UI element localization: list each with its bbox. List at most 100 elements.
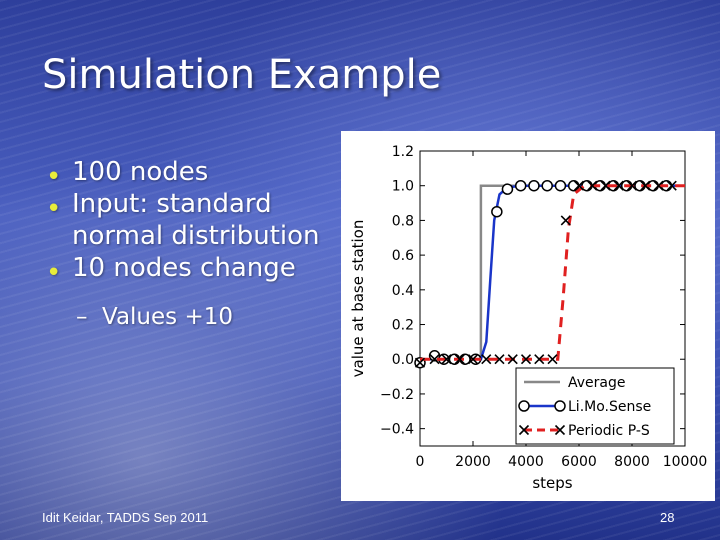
x-marker-stroke [441,354,452,365]
x-marker-stroke [640,180,651,191]
x-marker [494,354,505,365]
y-tick-label: 0.4 [392,283,414,299]
circle-marker [567,179,580,192]
x-marker [613,180,624,191]
legend-label: Periodic P-S [568,423,650,439]
x-tick-label: 2000 [455,454,491,470]
line-chart: 1.2 1.0 0.8 0.6 0.4 0.2 0.0 −0.2 −0.40 2000 4000 60… [349,144,708,492]
y-tick-label: −0.2 [380,387,414,403]
x-marker-stroke [613,180,624,191]
x-marker-stroke [554,424,566,436]
y-tick-label: 0.6 [392,248,414,264]
x-marker-stroke [653,180,664,191]
x-marker-stroke [494,354,505,365]
x-marker [518,424,530,436]
legend-entry: Average [524,375,626,391]
y-tick-label: 1.0 [392,179,414,195]
series-line [420,184,685,361]
x-marker [454,354,465,365]
circle-marker [501,183,514,195]
circle-marker [541,179,553,192]
circle-marker [554,400,566,412]
x-marker [441,354,452,365]
circle-marker [518,400,530,412]
x-tick-label: 8000 [614,454,650,470]
x-marker [626,180,638,191]
series-line [420,184,685,361]
plot-frame [419,150,686,447]
x-marker [534,354,545,365]
x-marker-stroke [626,180,638,191]
x-marker [587,180,598,191]
x-marker-stroke [587,180,598,191]
bullet-dot-icon: • [46,162,62,192]
bullet-text: 10 nodes change [72,253,296,283]
x-marker-stroke [518,424,530,436]
y-axis-label: value at base station [349,220,367,378]
legend-label: Average [568,375,626,391]
legend-entry: Li.Mo.Sense [518,399,651,415]
y-tick-label: 0.8 [392,213,414,229]
x-marker [653,180,664,191]
legend-label: Li.Mo.Sense [568,399,651,415]
y-tick-label: 0.2 [392,318,414,334]
circle-marker [491,205,503,218]
y-tick-label: 1.2 [392,144,414,160]
bullet-item: • 10 nodes change [44,252,344,288]
x-marker [666,180,677,191]
bullet-list: • 100 nodes • Input: standard normal dis… [44,156,344,332]
x-marker [560,215,571,226]
x-marker [600,180,611,191]
bullet-item: • 100 nodes [44,156,344,192]
x-marker-stroke [481,354,492,365]
x-tick-label: 4000 [508,454,544,470]
x-marker [507,354,518,365]
x-marker-stroke [520,354,532,365]
legend-entry: Periodic P-S [518,423,650,439]
x-marker [547,354,558,365]
x-marker-stroke [454,354,465,365]
circle-marker [514,179,527,192]
x-marker-stroke [429,354,440,365]
bullet-item: • Input: standard normal distribution [44,188,344,252]
series-line [420,184,685,361]
x-marker [414,357,426,368]
x-axis-label: steps [532,474,572,492]
x-tick-label: 0 [416,454,425,470]
bullet-dot-icon: • [46,258,62,288]
x-marker-stroke [414,357,426,368]
y-tick-label: −0.4 [380,422,414,438]
x-marker-stroke [534,354,545,365]
x-tick-label: 6000 [561,454,597,470]
footer-author: Idit Keidar, TADDS Sep 2011 [42,510,209,525]
x-marker-stroke [467,354,479,365]
y-tick-label: 0.0 [392,352,414,368]
sub-bullet-dash-icon: – [76,304,88,330]
slide-title: Simulation Example [42,52,442,98]
x-marker [573,180,585,191]
x-marker-stroke [560,215,571,226]
page-number: 28 [660,510,675,525]
chart-panel: 1.2 1.0 0.8 0.6 0.4 0.2 0.0 −0.2 −0.4 0 2000 4000 60… [341,131,715,501]
x-marker-stroke [666,180,677,191]
x-tick-label: 10000 [663,454,708,470]
bullet-dot-icon: • [46,194,62,224]
x-marker-stroke [600,180,611,191]
series-average [420,184,685,361]
series-li-mo-sense [414,179,685,369]
x-marker [467,354,479,365]
x-marker [520,354,532,365]
sub-bullet-item: – Values +10 [44,302,344,332]
series-periodic-p-s [414,180,685,368]
x-marker-stroke [547,354,558,365]
x-marker [640,180,651,191]
x-marker [429,354,440,365]
circle-marker [554,179,567,192]
bullet-text: 100 nodes [72,157,209,187]
circle-marker [528,179,540,192]
bullet-text: Input: standard normal distribution [72,189,320,251]
x-marker [481,354,492,365]
x-marker [554,424,566,436]
sub-bullet-text: Values +10 [102,304,233,330]
x-marker-stroke [507,354,518,365]
